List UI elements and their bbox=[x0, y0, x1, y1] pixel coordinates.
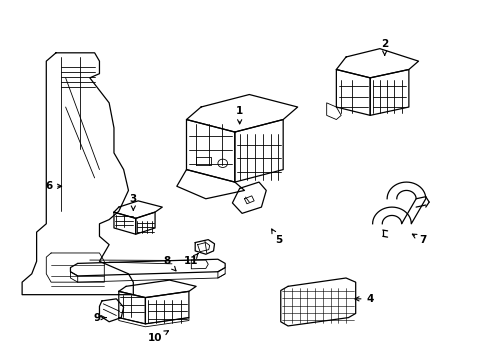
Text: 11: 11 bbox=[183, 253, 198, 266]
Text: 7: 7 bbox=[411, 234, 426, 246]
Text: 9: 9 bbox=[93, 312, 106, 323]
Text: 4: 4 bbox=[354, 294, 373, 304]
Text: 2: 2 bbox=[380, 40, 387, 55]
Text: 1: 1 bbox=[236, 106, 243, 124]
Text: 5: 5 bbox=[271, 229, 282, 246]
Text: 6: 6 bbox=[45, 181, 61, 191]
Text: 3: 3 bbox=[129, 194, 137, 210]
Text: 8: 8 bbox=[163, 256, 176, 271]
Text: 10: 10 bbox=[147, 331, 168, 343]
